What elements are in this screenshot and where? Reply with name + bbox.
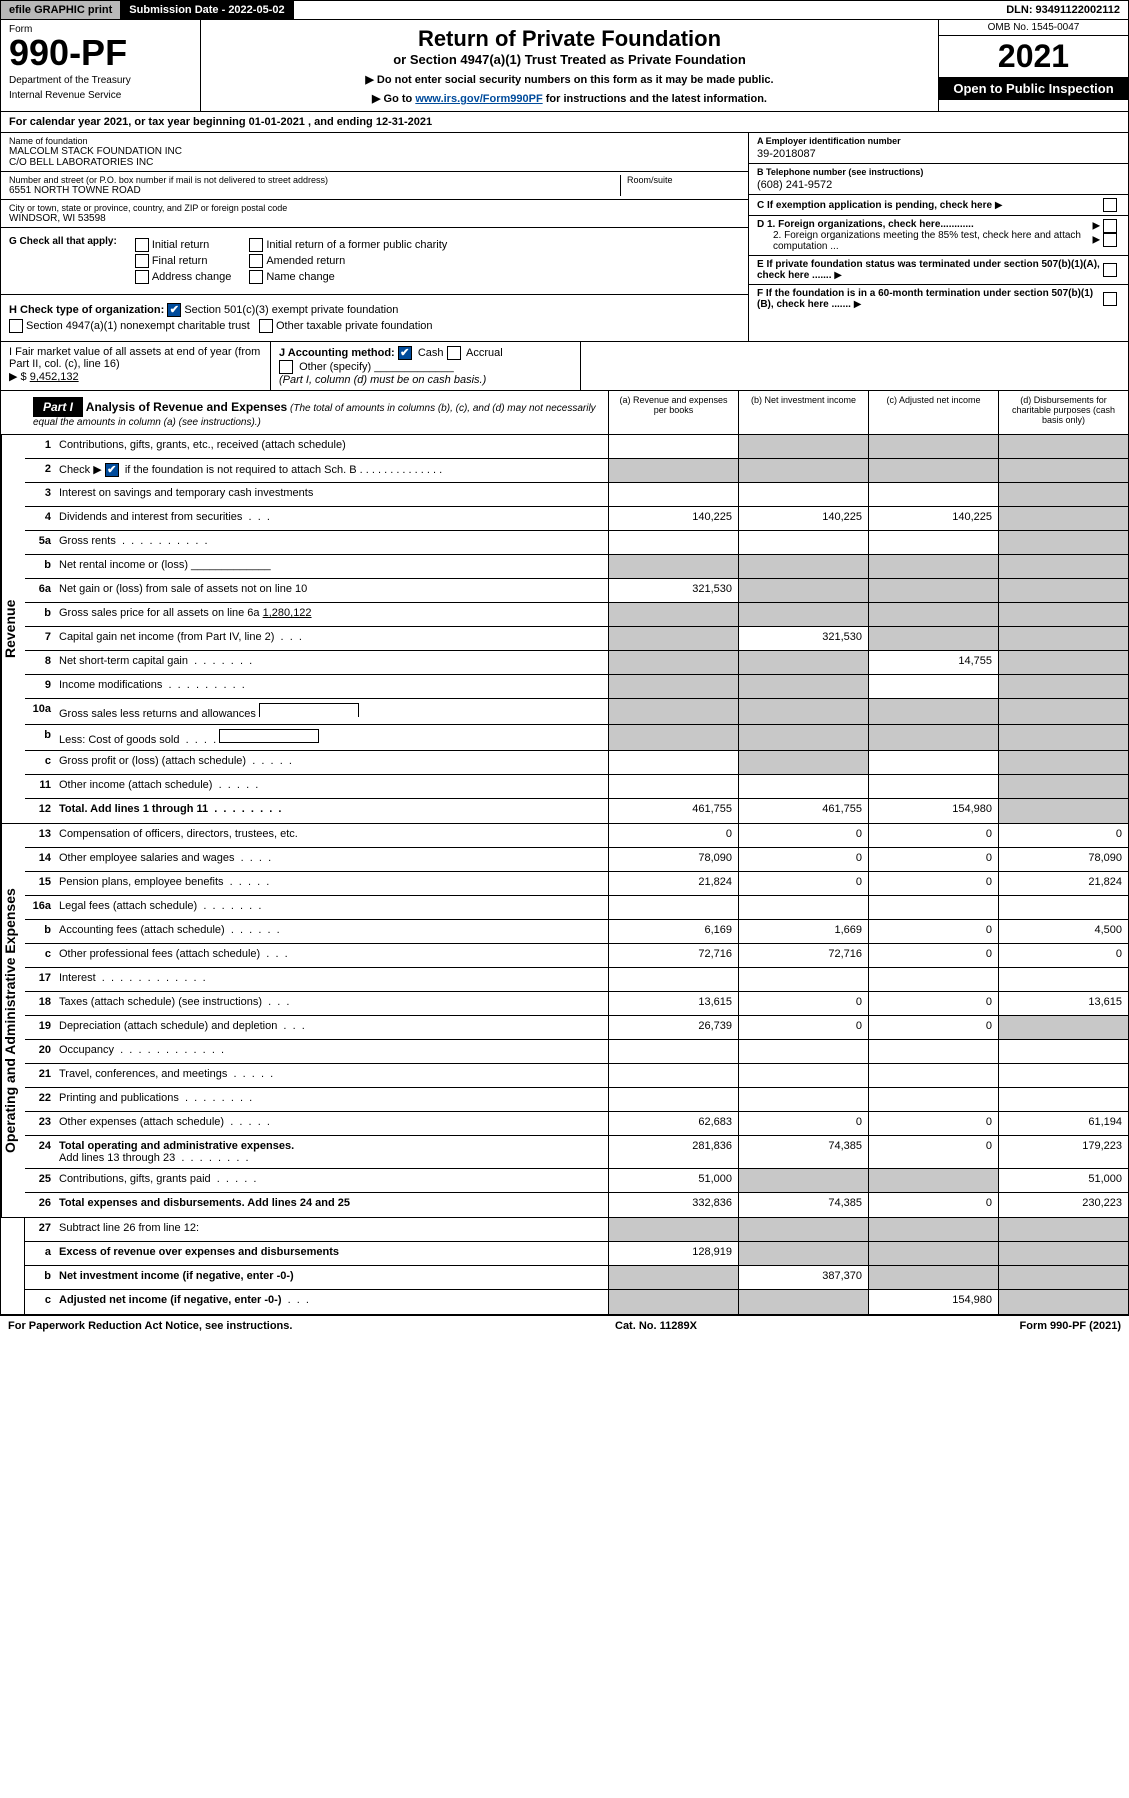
name-change-cb[interactable] [249, 270, 263, 284]
city: WINDSOR, WI 53598 [9, 213, 740, 224]
revenue-label: Revenue [1, 435, 25, 823]
f-label: F If the foundation is in a 60-month ter… [757, 288, 1093, 310]
sch-b-cb[interactable]: ✔ [105, 463, 119, 477]
d2-cb[interactable] [1103, 233, 1117, 247]
exemption-pending-cb[interactable] [1103, 198, 1117, 212]
col-a-hdr: (a) Revenue and expenses per books [608, 391, 738, 434]
e-cb[interactable] [1103, 263, 1117, 277]
top-bar: efile GRAPHIC print Submission Date - 20… [0, 0, 1129, 20]
irs: Internal Revenue Service [9, 90, 192, 101]
cash-cb[interactable]: ✔ [398, 346, 412, 360]
footer-mid: Cat. No. 11289X [615, 1320, 697, 1332]
i-label: I Fair market value of all assets at end… [9, 346, 262, 370]
col-d-hdr: (d) Disbursements for charitable purpose… [998, 391, 1128, 434]
submission-date: Submission Date - 2022-05-02 [121, 1, 293, 19]
4947-cb[interactable] [9, 319, 23, 333]
form-number: 990-PF [9, 35, 192, 71]
dln: DLN: 93491122002112 [998, 1, 1128, 19]
h-label: H Check type of organization: [9, 304, 164, 316]
efile-label: efile GRAPHIC print [1, 1, 121, 19]
phone-label: B Telephone number (see instructions) [757, 167, 923, 177]
form-subtitle: or Section 4947(a)(1) Trust Treated as P… [207, 52, 932, 67]
calendar-year-row: For calendar year 2021, or tax year begi… [0, 112, 1129, 133]
j-label: J Accounting method: [279, 347, 395, 359]
c-label: C If exemption application is pending, c… [757, 200, 992, 211]
g-label: G Check all that apply: [9, 236, 117, 247]
other-taxable-cb[interactable] [259, 319, 273, 333]
col-c-hdr: (c) Adjusted net income [868, 391, 998, 434]
col-b-hdr: (b) Net investment income [738, 391, 868, 434]
fmv-value: 9,452,132 [30, 371, 79, 383]
part1-title: Analysis of Revenue and Expenses [86, 400, 287, 414]
part1-label: Part I [33, 397, 83, 417]
form-link[interactable]: www.irs.gov/Form990PF [415, 93, 542, 105]
address-change-cb[interactable] [135, 270, 149, 284]
ein: 39-2018087 [757, 148, 1120, 160]
phone: (608) 241-9572 [757, 179, 1120, 191]
e-label: E If private foundation status was termi… [757, 259, 1100, 281]
name-label: Name of foundation [9, 136, 740, 146]
d1-label: D 1. Foreign organizations, check here..… [757, 219, 974, 230]
page-footer: For Paperwork Reduction Act Notice, see … [0, 1315, 1129, 1336]
d1-cb[interactable] [1103, 219, 1117, 233]
line-27-section: 27Subtract line 26 from line 12: aExcess… [0, 1218, 1129, 1315]
tax-year: 2021 [939, 36, 1128, 77]
part1-header: Part I Analysis of Revenue and Expenses … [0, 391, 1129, 435]
foundation-name: MALCOLM STACK FOUNDATION INC [9, 146, 740, 157]
d2-label: 2. Foreign organizations meeting the 85%… [757, 230, 1093, 252]
footer-right: Form 990-PF (2021) [1020, 1320, 1121, 1332]
ein-label: A Employer identification number [757, 136, 901, 146]
501c3-cb[interactable]: ✔ [167, 303, 181, 317]
expenses-label: Operating and Administrative Expenses [1, 824, 25, 1217]
i-j-block: I Fair market value of all assets at end… [0, 342, 1129, 391]
form-title: Return of Private Foundation [207, 26, 932, 52]
city-label: City or town, state or province, country… [9, 203, 740, 213]
f-cb[interactable] [1103, 292, 1117, 306]
revenue-section: Revenue 1Contributions, gifts, grants, e… [0, 435, 1129, 824]
accrual-cb[interactable] [447, 346, 461, 360]
omb-number: OMB No. 1545-0047 [939, 20, 1128, 36]
note-1: ▶ Do not enter social security numbers o… [207, 73, 932, 86]
department: Department of the Treasury [9, 75, 192, 86]
addr-label: Number and street (or P.O. box number if… [9, 175, 620, 185]
amended-cb[interactable] [249, 254, 263, 268]
footer-left: For Paperwork Reduction Act Notice, see … [8, 1320, 292, 1332]
initial-former-cb[interactable] [249, 238, 263, 252]
care-of: C/O BELL LABORATORIES INC [9, 157, 740, 168]
address: 6551 NORTH TOWNE ROAD [9, 185, 620, 196]
form-header: Form 990-PF Department of the Treasury I… [0, 20, 1129, 112]
room-label: Room/suite [627, 175, 740, 185]
expenses-section: Operating and Administrative Expenses 13… [0, 824, 1129, 1218]
final-return-cb[interactable] [135, 254, 149, 268]
j-note: (Part I, column (d) must be on cash basi… [279, 374, 572, 386]
open-inspection: Open to Public Inspection [939, 77, 1128, 100]
foundation-info: Name of foundation MALCOLM STACK FOUNDAT… [0, 133, 1129, 342]
other-method-cb[interactable] [279, 360, 293, 374]
note-2: ▶ Go to www.irs.gov/Form990PF for instru… [207, 92, 932, 105]
initial-return-cb[interactable] [135, 238, 149, 252]
